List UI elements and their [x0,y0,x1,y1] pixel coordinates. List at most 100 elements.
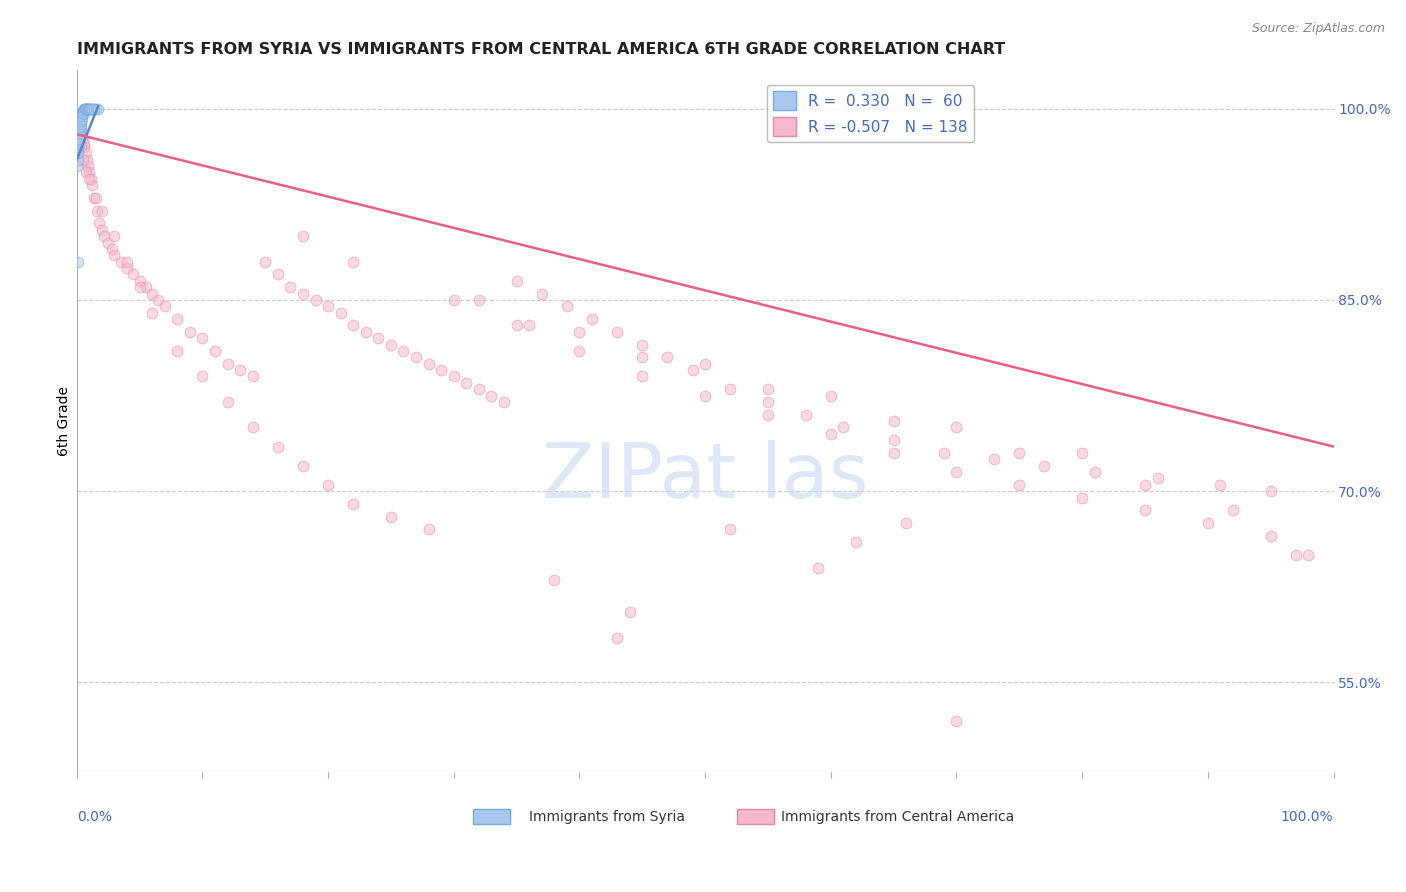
Point [443,369,465,384]
Point [1084,465,1107,479]
Point [1008,446,1031,460]
Point [66,254,89,268]
Point [73,140,96,154]
Text: 0.0%: 0.0% [77,810,111,824]
Point [342,497,364,511]
Point [76,102,98,116]
Point [1008,478,1031,492]
Point [90,223,112,237]
Point [329,306,352,320]
Point [70,107,93,121]
Point [794,408,817,422]
Point [619,605,641,619]
Point [367,331,389,345]
Point [342,254,364,268]
Point [820,388,842,402]
Bar [737,809,775,824]
Point [405,351,427,365]
Point [135,280,157,294]
Point [84,191,107,205]
Point [69,123,91,137]
Point [883,414,905,428]
Point [75,102,97,116]
Point [280,280,302,294]
Point [983,452,1005,467]
Text: Source: ZipAtlas.com: Source: ZipAtlas.com [1251,22,1385,36]
Point [695,357,717,371]
Point [93,229,115,244]
Point [631,337,654,351]
Point [430,363,453,377]
Point [392,343,415,358]
Point [73,102,96,116]
Point [354,325,377,339]
Point [66,159,89,173]
Point [77,159,100,173]
Point [505,274,527,288]
Point [70,117,93,131]
Point [69,116,91,130]
Point [97,235,120,250]
Point [304,293,326,307]
Point [75,146,97,161]
Point [66,146,89,161]
Point [128,274,150,288]
Point [76,102,98,116]
Point [70,108,93,122]
Point [418,523,440,537]
Legend: R =  0.330   N =  60, R = -0.507   N = 138: R = 0.330 N = 60, R = -0.507 N = 138 [768,85,974,142]
Point [832,420,855,434]
Point [820,426,842,441]
Point [69,127,91,141]
Point [530,286,553,301]
Point [86,203,108,218]
Point [1133,478,1156,492]
Point [79,102,101,116]
Point [217,395,239,409]
Point [756,408,779,422]
Point [69,112,91,126]
Point [101,242,124,256]
Point [73,102,96,116]
Point [67,146,90,161]
Point [242,420,264,434]
Point [695,388,717,402]
Point [756,382,779,396]
Point [468,382,491,396]
Point [70,127,93,141]
Point [69,140,91,154]
Point [267,268,290,282]
Point [67,136,90,150]
Point [115,254,138,268]
Point [66,140,89,154]
Point [568,343,591,358]
Point [79,171,101,186]
Point [807,560,830,574]
Point [83,191,105,205]
Point [718,382,741,396]
Point [67,132,90,146]
Point [67,129,90,144]
Point [191,369,214,384]
Point [83,102,105,116]
Point [481,388,503,402]
Bar [472,809,510,824]
Point [69,120,91,135]
Point [1033,458,1056,473]
Point [229,363,252,377]
Point [77,102,100,116]
Point [103,229,125,244]
Point [153,299,176,313]
Y-axis label: 6th Grade: 6th Grade [58,386,72,456]
Point [581,312,603,326]
Point [80,178,103,193]
Point [932,446,955,460]
Point [72,105,94,120]
Text: ZIPat las: ZIPat las [541,440,869,514]
Point [69,114,91,128]
Point [67,140,90,154]
Point [896,516,918,530]
Point [70,111,93,125]
Point [76,153,98,167]
Point [76,102,98,116]
